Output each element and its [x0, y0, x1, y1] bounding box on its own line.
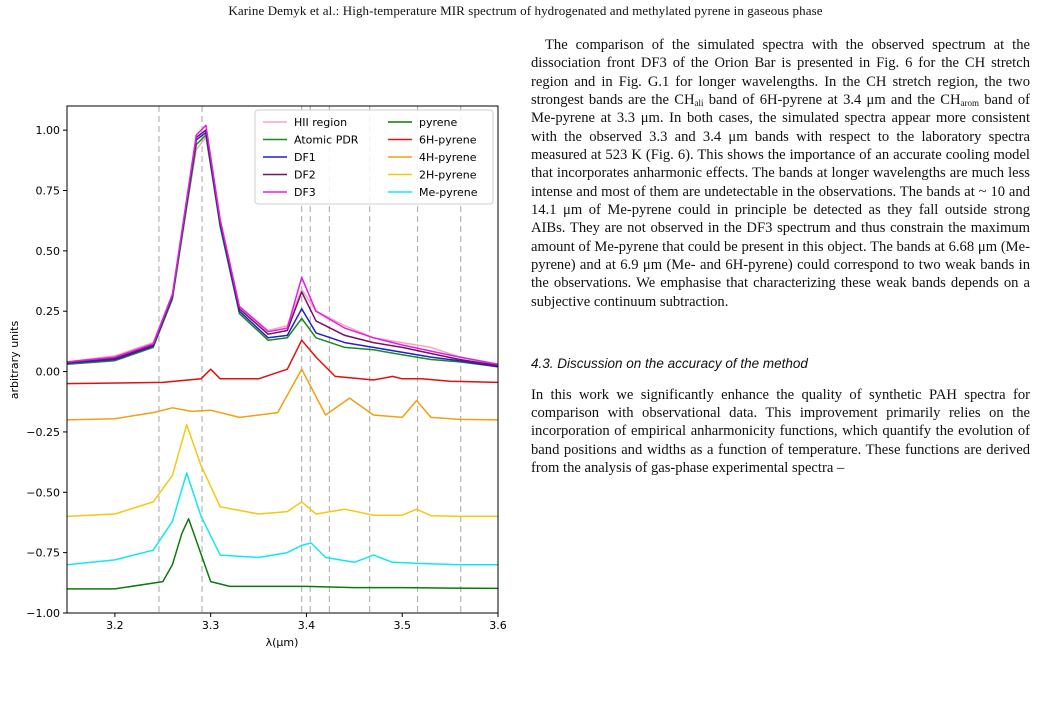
- legend: HII region Atomic PDR DF1 DF2 DF3 pyrene 6H-py…: [254, 109, 494, 205]
- spectrum-figure: 1.00 0.75 0.50 0.25 0.00 −0.25 −0.50 −0.75 −1.00…: [8, 105, 507, 649]
- legend-label-df2: DF2: [294, 169, 316, 182]
- legend-label-me-pyrene: Me-pyrene: [419, 186, 478, 199]
- series-line-pyrene: [67, 518, 498, 590]
- right-text-column: The comparison of the simulated spectra …: [531, 36, 1030, 477]
- y-axis: 1.00 0.75 0.50 0.25 0.00 −0.25 −0.50 −0.75 −1.00: [26, 124, 67, 620]
- paragraph-discussion: In this work we significantly enhance th…: [531, 386, 1030, 476]
- series-line-me-pyrene: [67, 472, 498, 566]
- x-tick-label: 3.4: [298, 619, 316, 632]
- running-head: Karine Demyk et al.: High-temperature MI…: [228, 3, 823, 18]
- y-axis-label: arbitrary units: [8, 321, 21, 400]
- x-tick-label: 3.6: [489, 619, 507, 632]
- y-tick-label: 0.25: [36, 305, 61, 318]
- x-axis-label: λ(μm): [266, 636, 299, 649]
- x-tick-label: 3.5: [393, 619, 411, 632]
- x-tick-label: 3.2: [106, 619, 124, 632]
- y-tick-label: −0.25: [26, 426, 60, 439]
- legend-label-hii-region: HII region: [294, 116, 347, 129]
- legend-box: [254, 109, 494, 205]
- y-tick-label: −0.75: [26, 547, 60, 560]
- legend-label-pyrene: pyrene: [419, 116, 458, 129]
- series-line-6h-pyrene: [67, 339, 498, 385]
- x-axis: 3.2 3.3 3.4 3.5 3.6: [106, 613, 507, 632]
- paragraph-comparison: The comparison of the simulated spectra …: [531, 37, 1030, 310]
- y-tick-label: −0.50: [26, 486, 60, 499]
- legend-label-df3: DF3: [294, 186, 316, 199]
- series-line-2h-pyrene: [67, 423, 498, 518]
- series-line-4h-pyrene: [67, 368, 498, 421]
- series-line-df3: [67, 124, 498, 366]
- y-tick-label: 0.50: [36, 245, 61, 258]
- plot-frame: [66, 105, 499, 614]
- legend-label-atomic-pdr: Atomic PDR: [294, 134, 359, 147]
- legend-label-2h-pyrene: 2H-pyrene: [419, 169, 477, 182]
- y-tick-label: 0.75: [36, 185, 61, 198]
- spectra-curves: [67, 124, 498, 590]
- legend-label-4h-pyrene: 4H-pyrene: [419, 151, 477, 164]
- legend-label-6h-pyrene: 6H-pyrene: [419, 134, 477, 147]
- x-tick-label: 3.3: [202, 619, 220, 632]
- y-tick-label: 0.00: [36, 366, 61, 379]
- y-tick-label: 1.00: [36, 124, 61, 137]
- section-heading: 4.3. Discussion on the accuracy of the m…: [531, 356, 808, 372]
- legend-label-df1: DF1: [294, 151, 316, 164]
- series-line-atomic-pdr: [67, 134, 498, 368]
- y-tick-label: −1.00: [26, 607, 60, 620]
